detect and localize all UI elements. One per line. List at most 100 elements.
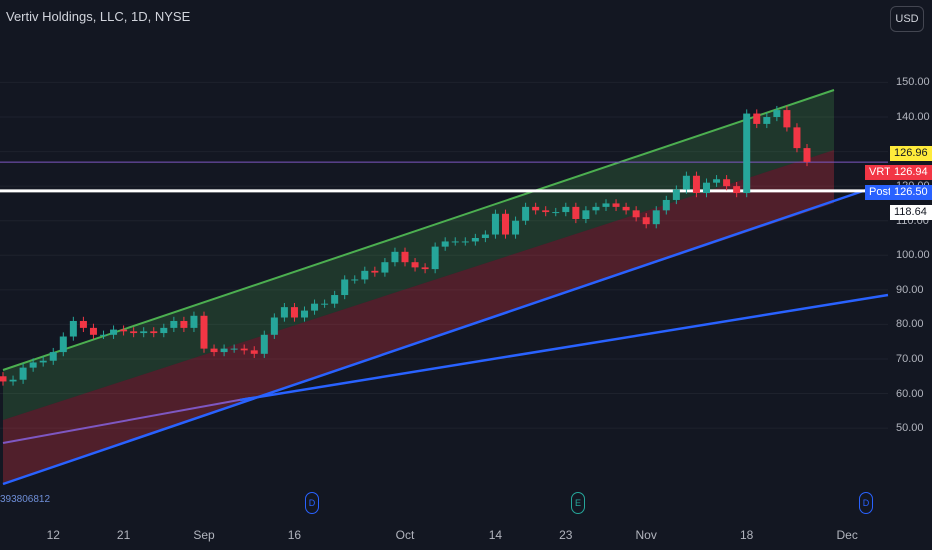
candle-body [59,336,67,353]
trend-line-shallow[interactable] [239,293,889,402]
time-axis-tick: Dec [836,528,858,542]
price-axis-tick: 80.00 [896,318,924,331]
candle-body [210,348,218,353]
candlestick-series [0,105,811,386]
candle-body [270,317,278,335]
candle-body [431,246,439,270]
candle-body [290,307,298,318]
candle-body [692,175,700,194]
candle-body [371,270,379,273]
grid-lines [0,81,888,429]
last-price-tag: 126.96 [890,146,932,161]
time-axis-tick: 12 [46,528,60,542]
candle-body [341,279,349,296]
dividend-event-marker[interactable]: D [305,492,319,514]
level-price-tag: 118.64 [890,205,932,220]
candle-body [441,241,449,247]
regression-channel-lower-band [3,150,834,483]
candle-body [89,327,97,335]
candle-body [682,175,690,190]
candle-body [542,210,550,213]
candle-body [321,303,329,305]
candle-body [763,117,771,124]
candle-body [411,262,419,268]
dividend-event-marker-upcoming[interactable]: D [859,492,873,514]
time-axis-tick: Nov [635,528,657,542]
candle-body [753,113,761,124]
candle-body [130,331,138,334]
time-axis-tick: 18 [740,528,754,542]
currency-button[interactable]: USD [890,6,924,32]
candle-body [361,270,369,280]
candle-body [572,206,580,219]
post-market-tag: Post [865,185,891,200]
drawing-id-label: 393806812 [0,494,51,505]
trend-line-steep[interactable] [2,188,867,486]
candle-body [381,262,389,273]
candle-body [120,329,128,332]
candle-body [552,212,560,214]
candle-body [642,217,650,225]
time-axis-tick: 23 [559,528,573,542]
chart-title: Vertiv Holdings, LLC, 1D, NYSE [6,9,191,24]
candle-body [723,179,731,187]
price-axis-tick: 60.00 [896,387,924,400]
candle-body [100,334,107,336]
candle-body [783,110,791,128]
candle-body [401,251,409,263]
candle-body [79,320,87,328]
candle-body [69,320,77,337]
candle-body [140,331,148,334]
candle-body [733,186,741,194]
candle-body [703,182,710,194]
time-axis-tick: 21 [116,528,131,542]
candle-body [612,203,620,207]
candle-body [260,334,268,354]
candle-body [632,210,640,218]
candle-body [280,307,288,318]
candle-body [491,213,499,235]
candle-body [170,320,178,328]
regression-channel-top-line[interactable] [2,89,835,371]
candle-body [532,206,540,211]
candle-body [331,295,339,304]
candle-body [311,303,319,311]
time-axis-tick: Oct [395,528,415,542]
price-axis-tick: 140.00 [896,111,930,123]
candle-body [29,362,37,368]
candle-body [421,267,429,270]
candle-body [461,241,469,243]
candle-body [49,352,57,361]
post-market-price-tag: 126.50 [890,185,932,200]
candle-body [39,360,47,363]
candle-body [662,199,670,211]
candle-body [19,367,27,380]
price-axis-tick: 90.00 [896,283,924,296]
candle-body [562,206,570,213]
candle-body [502,213,509,235]
candle-body [582,210,590,219]
candle-body [451,241,459,243]
candle-body [652,210,660,225]
candle-body [150,331,158,334]
candle-body [602,203,610,207]
price-axis-tick: 100.00 [896,249,930,262]
candle-body [230,348,238,350]
symbol-tag: VRT [865,165,891,180]
candle-body [200,315,208,349]
candle-body [512,220,520,235]
time-axis-tick: 16 [287,528,302,542]
candle-body [9,379,17,382]
candle-body [240,348,248,351]
price-axis-tick: 150.00 [896,76,930,89]
candle-body [522,206,530,221]
candle-body [190,315,198,328]
candle-body [803,148,811,162]
candle-body [481,234,489,238]
time-axis-tick: 14 [488,528,503,542]
candle-body [160,327,168,334]
candle-body [351,279,359,281]
earnings-event-marker[interactable]: E [571,492,585,514]
regression-channel-upper-band [3,90,834,420]
